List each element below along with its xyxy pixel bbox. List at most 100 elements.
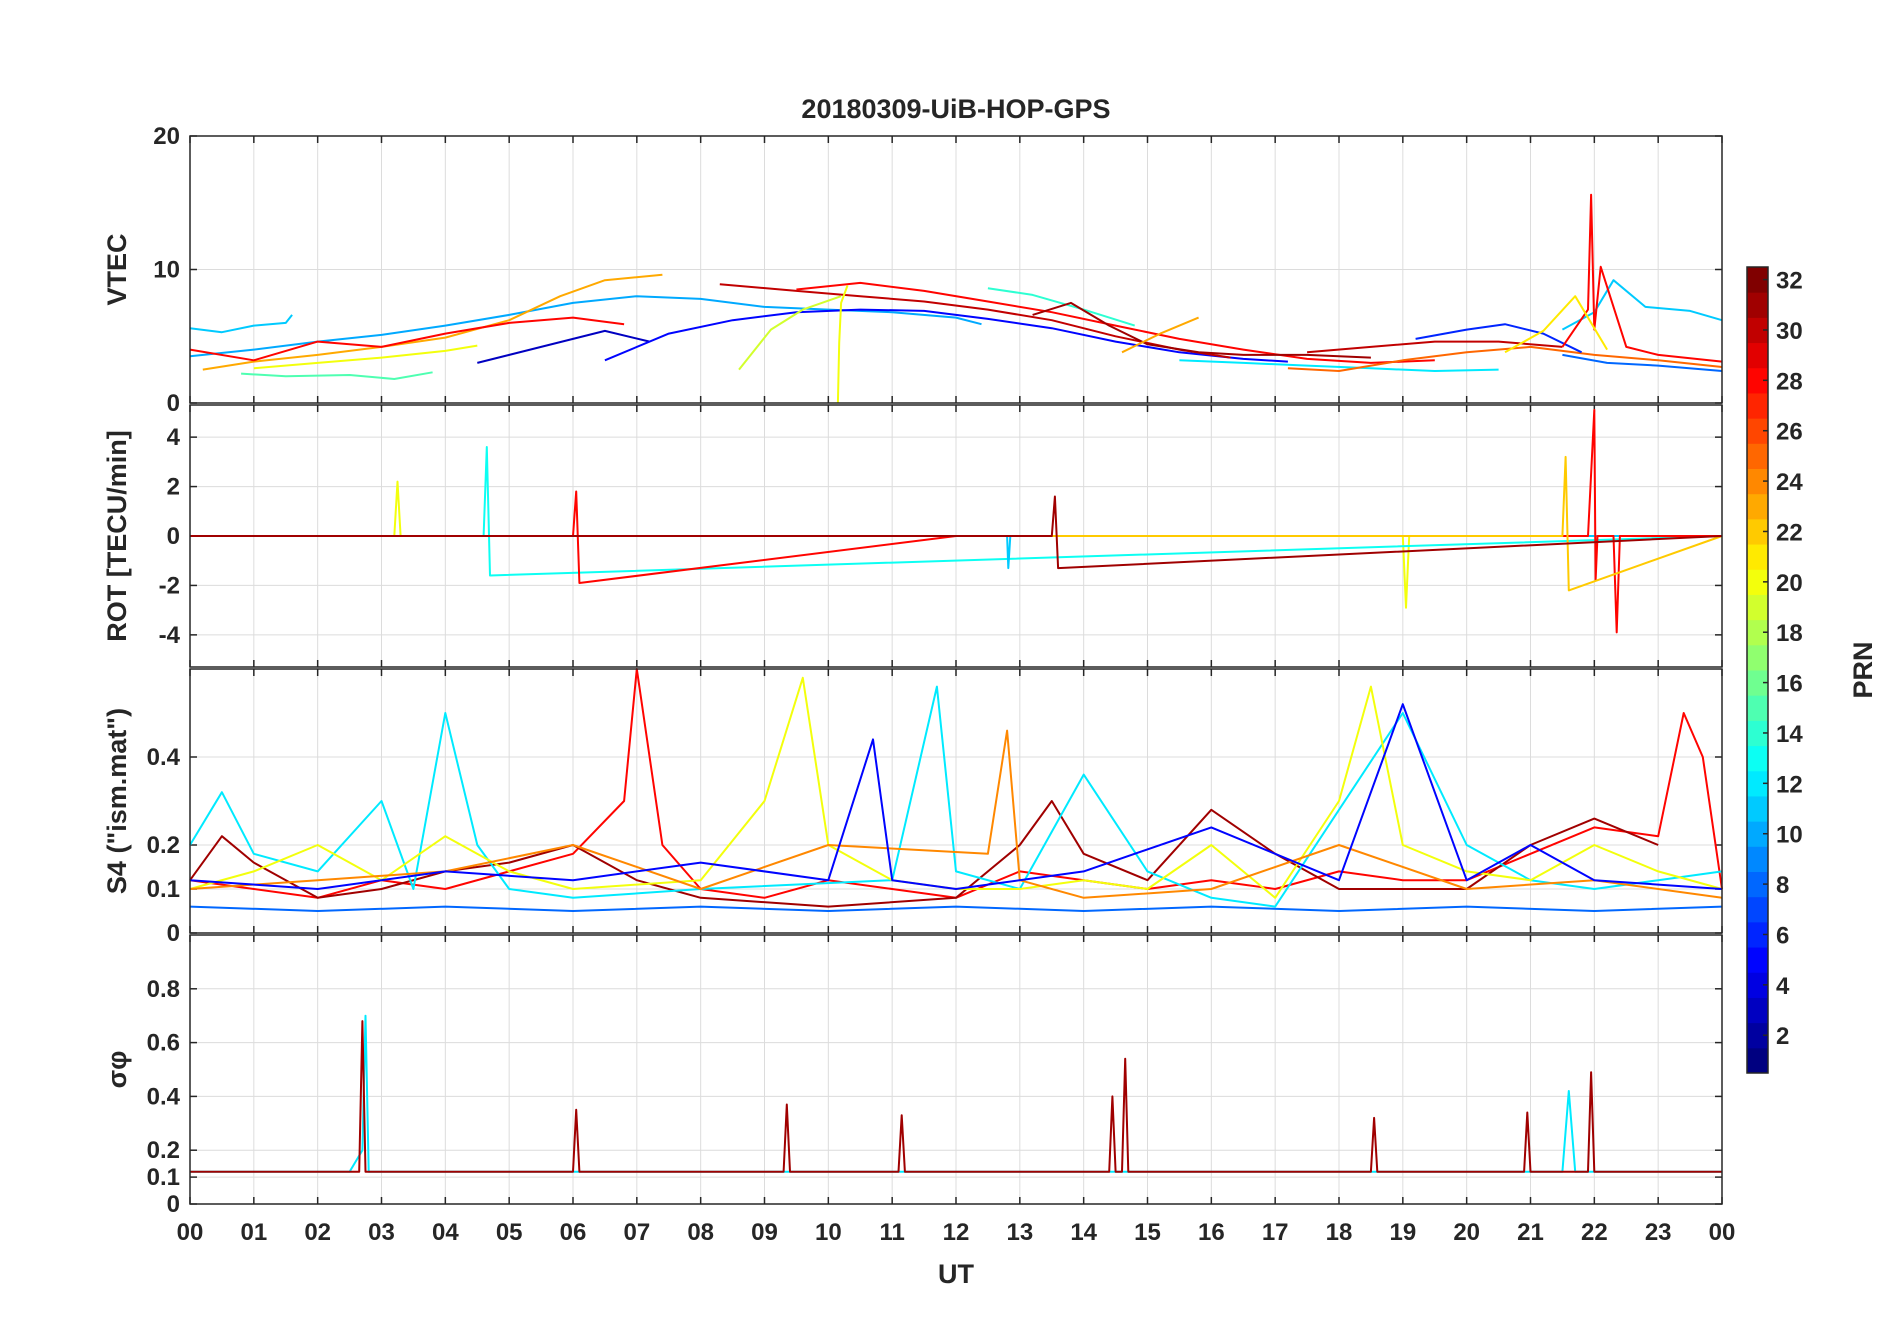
colorbar-segment bbox=[1747, 619, 1768, 646]
x-tick-label: 00 bbox=[177, 1219, 204, 1246]
colorbar-segment bbox=[1747, 518, 1768, 545]
colorbar-segment bbox=[1747, 342, 1768, 369]
series-line-prn-8 bbox=[1562, 353, 1723, 372]
panel-vtec: 0 10 20 VTEC bbox=[102, 123, 1723, 417]
colorbar-segment bbox=[1747, 947, 1768, 973]
x-tick-label: 06 bbox=[560, 1219, 587, 1246]
colorbar-segment bbox=[1747, 594, 1768, 621]
series-line-prn-20 bbox=[836, 285, 849, 404]
colorbar-segment bbox=[1747, 367, 1768, 394]
x-tick-label: 19 bbox=[1389, 1219, 1416, 1246]
colorbar-tick-label: 10 bbox=[1776, 822, 1803, 849]
x-tick-label: 11 bbox=[879, 1219, 904, 1246]
series-line-prn-31 bbox=[190, 1020, 1722, 1173]
colorbar-segment bbox=[1747, 871, 1768, 898]
y-tick-label: 2 bbox=[167, 474, 180, 501]
x-tick-label: 03 bbox=[368, 1219, 395, 1246]
panel-s4: 0 0.1 0.2 0.4 S4 ("ism.mat") bbox=[102, 668, 1723, 947]
x-tick-label: 17 bbox=[1262, 1219, 1289, 1246]
colorbar-segment bbox=[1747, 745, 1768, 772]
y-tick-label: 0 bbox=[167, 1191, 180, 1218]
x-tick-label: 02 bbox=[304, 1219, 331, 1246]
series-line-prn-23 bbox=[1121, 316, 1199, 354]
colorbar-tick-label: 20 bbox=[1776, 570, 1803, 597]
colorbar-tick-label: 30 bbox=[1776, 318, 1803, 345]
colorbar-segment bbox=[1747, 443, 1768, 469]
y-tick-label: 20 bbox=[153, 123, 180, 150]
colorbar-segment bbox=[1747, 418, 1768, 444]
y-tick-label: 0 bbox=[167, 920, 180, 947]
series-line-prn-28 bbox=[189, 316, 625, 362]
y-tick-label: 4 bbox=[167, 424, 181, 451]
y-tick-label: 0.4 bbox=[147, 1083, 181, 1110]
series-line-prn-22 bbox=[190, 455, 1723, 592]
x-tick-label: 16 bbox=[1198, 1219, 1225, 1246]
y-axis-label-vtec: VTEC bbox=[102, 233, 132, 305]
x-tick-label: 20 bbox=[1453, 1219, 1480, 1246]
series-line-prn-31 bbox=[1032, 301, 1371, 359]
colorbar-tick-label: 6 bbox=[1776, 922, 1789, 949]
colorbar-tick-label: 2 bbox=[1776, 1023, 1789, 1050]
series-line-prn-20 bbox=[189, 676, 1723, 899]
x-tick-label: 05 bbox=[496, 1219, 523, 1246]
y-tick-label: 0.6 bbox=[147, 1030, 180, 1057]
axes-frame bbox=[189, 404, 1723, 668]
colorbar-segment bbox=[1747, 292, 1768, 318]
x-tick-label: 08 bbox=[687, 1219, 714, 1246]
series-line-prn-5 bbox=[604, 308, 1288, 363]
y-tick-label: 0.8 bbox=[147, 976, 180, 1003]
series-line-prn-31 bbox=[190, 495, 1723, 570]
x-tick-label: 21 bbox=[1517, 1219, 1544, 1246]
y-tick-label: 10 bbox=[153, 257, 180, 284]
series-line-prn-28 bbox=[1561, 193, 1723, 363]
series-line-prn-8 bbox=[189, 905, 1723, 912]
colorbar-tick-label: 14 bbox=[1776, 721, 1803, 748]
colorbar-segment bbox=[1747, 846, 1768, 872]
x-axis-label: UT bbox=[938, 1259, 974, 1289]
series-line-prn-3 bbox=[477, 329, 650, 364]
x-tick-label: 23 bbox=[1645, 1219, 1672, 1246]
y-tick-label: 0 bbox=[167, 523, 180, 550]
series-line-prn-28 bbox=[796, 281, 1435, 364]
series-line-prn-28 bbox=[190, 408, 1722, 634]
panel-rot: -4 -2 0 2 4 ROT [TECU/min] bbox=[102, 404, 1723, 668]
colorbar-segment bbox=[1747, 317, 1768, 344]
colorbar-segment bbox=[1747, 997, 1768, 1024]
x-tick-label: 01 bbox=[240, 1219, 267, 1246]
colorbar-segment bbox=[1747, 544, 1768, 570]
y-tick-label: 0 bbox=[167, 390, 180, 417]
y-tick-label: 0.2 bbox=[147, 1137, 180, 1164]
axes-frame bbox=[189, 934, 1723, 1205]
panel-sigma_phi: 00.10.2 0.4 0.6 0.8 σφ bbox=[102, 934, 1723, 1218]
colorbar-segment bbox=[1747, 493, 1768, 520]
colorbar-tick-label: 28 bbox=[1776, 368, 1803, 395]
colorbar-tick-label: 22 bbox=[1776, 519, 1803, 546]
y-axis-label-s4: S4 ("ism.mat") bbox=[102, 708, 132, 894]
colorbar-segment bbox=[1747, 468, 1768, 495]
colorbar-tick-label: 24 bbox=[1776, 469, 1803, 496]
x-tick-label: 09 bbox=[751, 1219, 778, 1246]
colorbar-tick-label: 12 bbox=[1776, 771, 1803, 798]
y-tick-label: 0.1 bbox=[147, 1164, 180, 1191]
y-tick-label: 0.1 bbox=[147, 876, 180, 903]
colorbar-segment bbox=[1747, 921, 1768, 948]
series-line-prn-10 bbox=[189, 295, 982, 358]
series-line-prn-11 bbox=[189, 314, 293, 334]
x-tick-label: 12 bbox=[943, 1219, 970, 1246]
axes-frame bbox=[189, 135, 1723, 404]
series-line-prn-25 bbox=[1287, 345, 1723, 372]
y-tick-label: 0.2 bbox=[147, 832, 180, 859]
x-tick-label: 22 bbox=[1581, 1219, 1608, 1246]
colorbar-segment bbox=[1747, 1047, 1768, 1074]
series-line-prn-19 bbox=[738, 295, 842, 371]
x-tick-label: 10 bbox=[815, 1219, 842, 1246]
series-line-prn-6 bbox=[1415, 323, 1583, 354]
series-line-prn-11 bbox=[1561, 279, 1723, 331]
colorbar-segment bbox=[1747, 821, 1768, 847]
colorbar-segment bbox=[1747, 644, 1768, 671]
x-tick-label: 04 bbox=[432, 1219, 459, 1246]
x-tick-label: 18 bbox=[1326, 1219, 1353, 1246]
y-tick-label: -4 bbox=[159, 622, 181, 649]
